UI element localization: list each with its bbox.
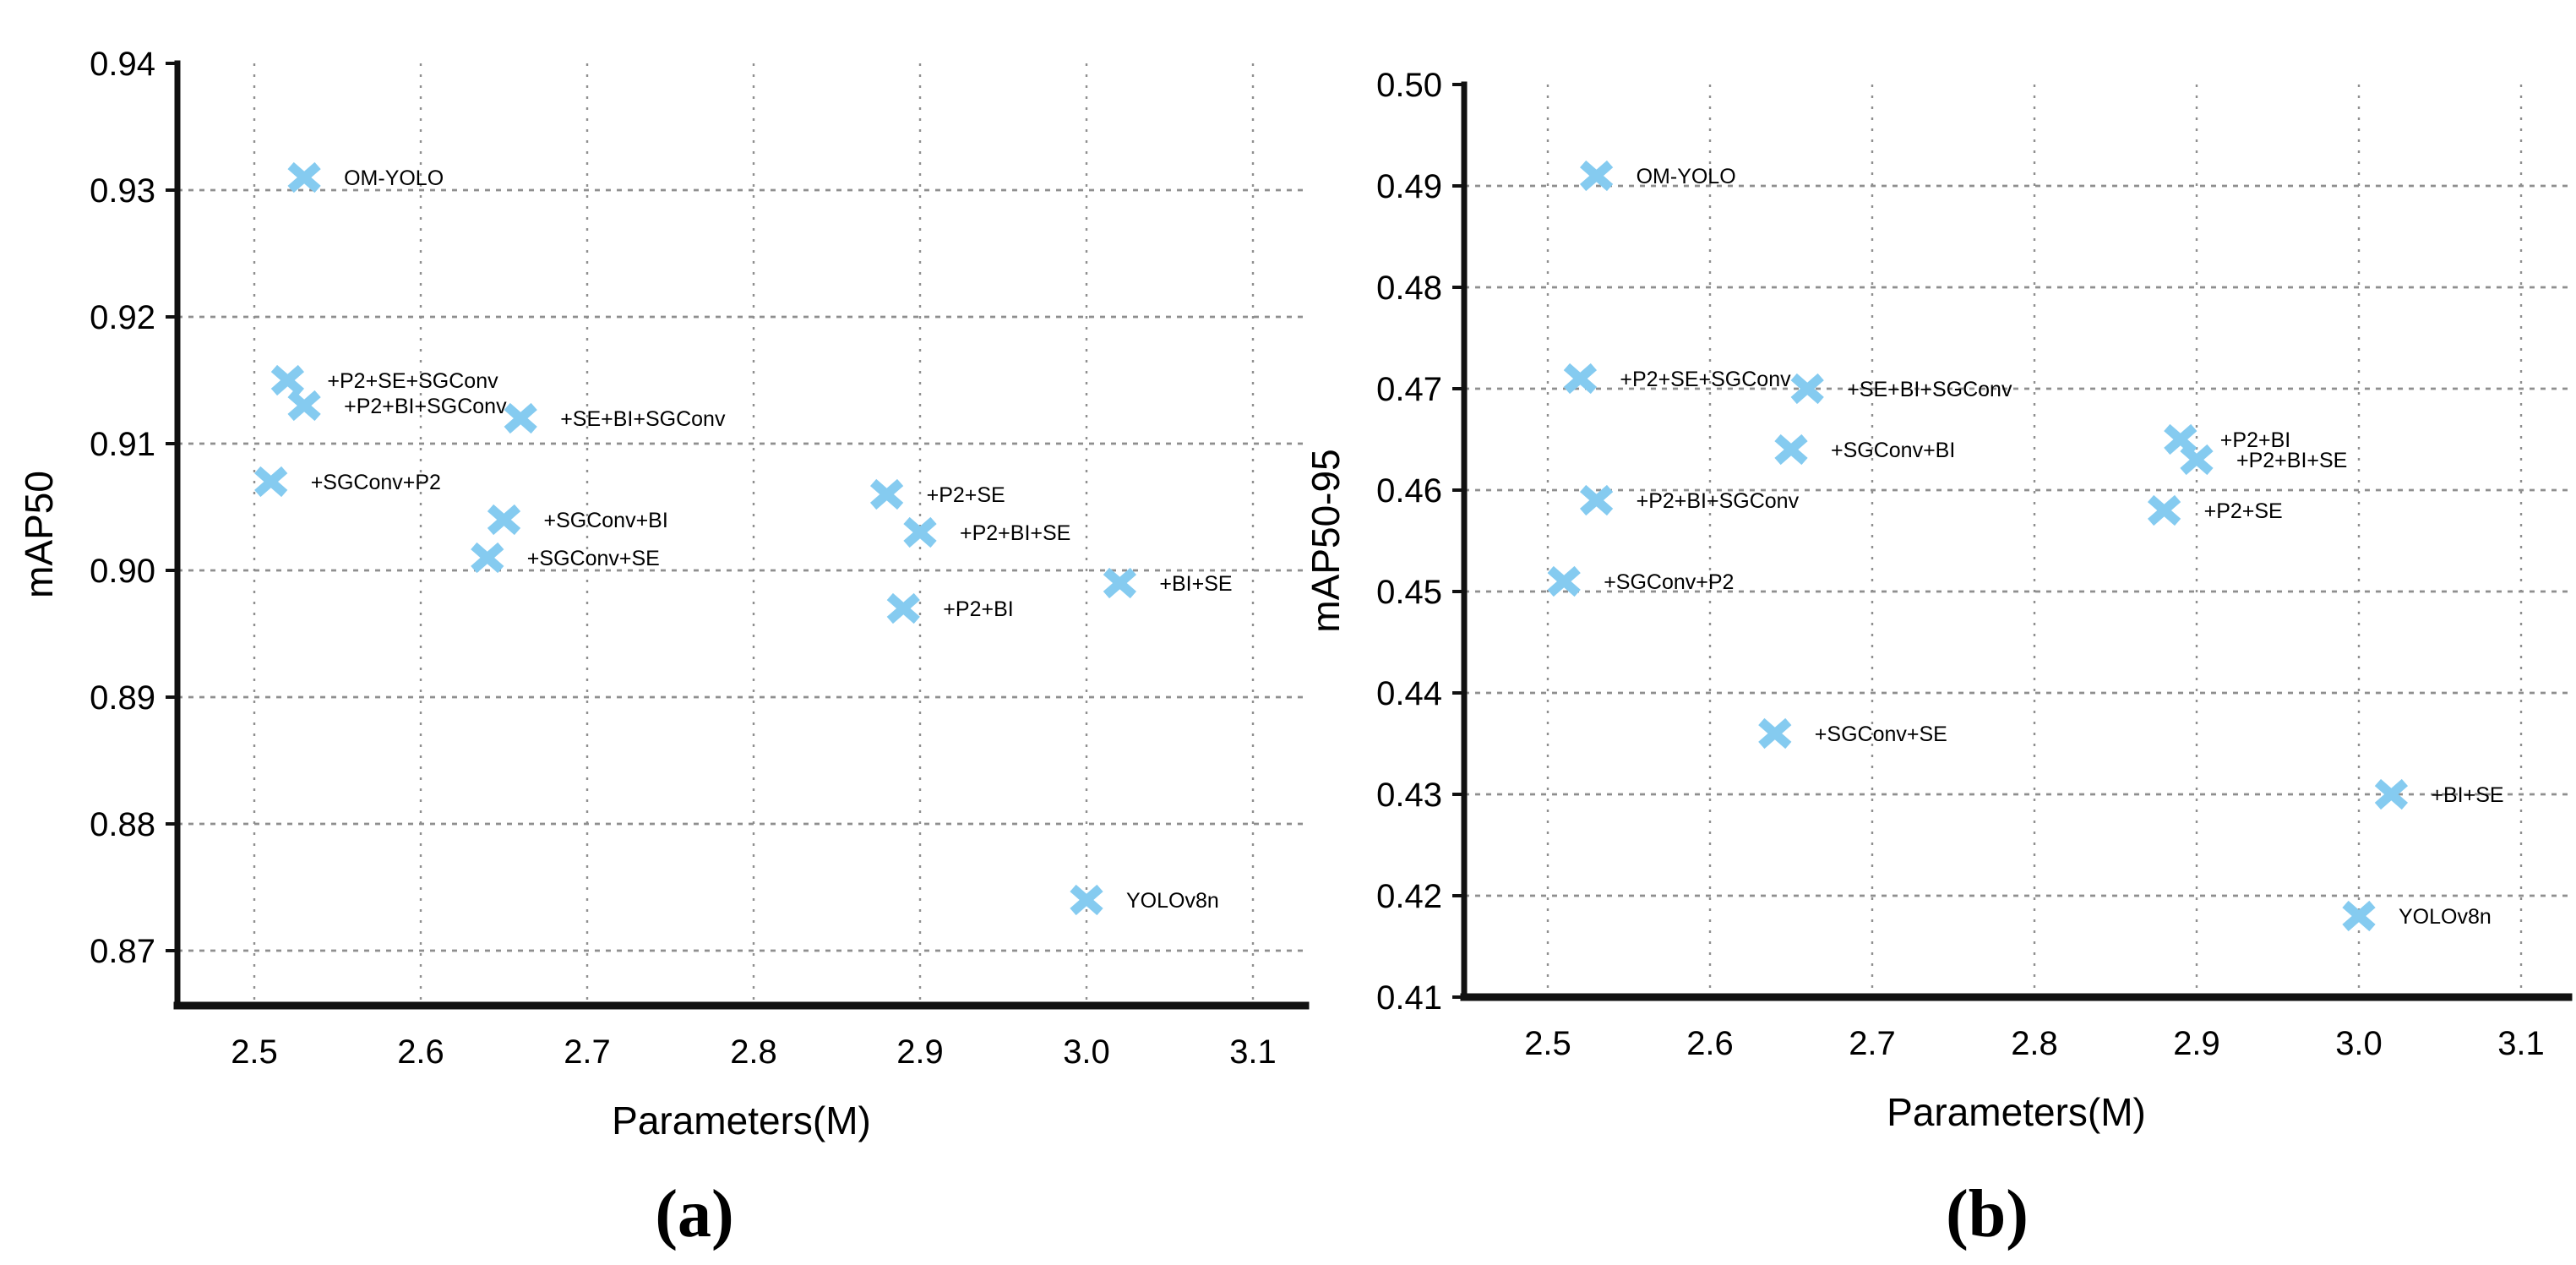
scatter-point-marker: [487, 504, 521, 536]
scatter-point-marker: [1758, 717, 1792, 750]
scatter-point-marker: [1790, 373, 1824, 405]
scatter-point-marker: [287, 161, 321, 194]
scatter-point-marker: [903, 516, 937, 548]
x-tick-label: 3.1: [1229, 1033, 1277, 1071]
scatter-point-marker: [471, 542, 504, 574]
y-tick-label: 0.89: [90, 679, 155, 717]
y-tick-label: 0.93: [90, 172, 155, 210]
scatter-point-marker: [1774, 433, 1808, 466]
x-tick-label: 2.7: [564, 1033, 611, 1071]
x-tick-label: 2.9: [2173, 1025, 2220, 1062]
x-tick-label: 3.0: [1063, 1033, 1110, 1071]
scatter-point-label: +BI+SE: [1159, 572, 1232, 596]
scatter-point-marker: [869, 478, 904, 510]
scatter-point-label: +P2+BI+SE: [2236, 449, 2347, 472]
scatter-point-label: +P2+SE+SGConv: [327, 369, 498, 393]
scatter-point-label: YOLOv8n: [1126, 889, 1219, 913]
scatter-point-label: +P2+SE: [2204, 499, 2283, 523]
y-tick-label: 0.90: [90, 553, 155, 590]
scatter-point-marker: [1070, 884, 1103, 916]
scatter-point-label: YOLOv8n: [2399, 905, 2492, 929]
caption-b: (b): [1946, 1177, 2029, 1251]
scatter-point-marker: [886, 592, 920, 624]
y-tick-label: 0.48: [1376, 270, 1442, 307]
y-tick-label: 0.94: [90, 46, 155, 83]
y-tick-label: 0.87: [90, 933, 155, 970]
y-axis-title: mAP50-95: [1304, 449, 1348, 632]
scatter-point-label: +P2+BI+SGConv: [344, 395, 507, 418]
x-tick-label: 2.6: [397, 1033, 444, 1071]
scatter-point-label: +P2+BI: [943, 597, 1013, 621]
scatter-point-label: +P2+SE: [927, 483, 1005, 507]
y-tick-label: 0.88: [90, 806, 155, 843]
scatter-point-marker: [1579, 484, 1614, 516]
x-tick-label: 2.8: [730, 1033, 777, 1071]
scatter-point-marker: [254, 466, 288, 498]
scatter-point-label: +BI+SE: [2431, 783, 2503, 807]
y-tick-label: 0.91: [90, 426, 155, 463]
x-axis-title: Parameters(M): [612, 1099, 871, 1142]
x-tick-label: 2.5: [231, 1033, 278, 1071]
y-tick-label: 0.41: [1376, 979, 1442, 1017]
scatter-point-label: +P2+BI: [2220, 428, 2290, 452]
scatter-point-marker: [2147, 494, 2181, 526]
y-tick-label: 0.50: [1376, 67, 1442, 104]
x-tick-label: 2.5: [1524, 1025, 1571, 1062]
x-tick-label: 2.6: [1686, 1025, 1734, 1062]
y-tick-label: 0.45: [1376, 574, 1442, 611]
scatter-point-label: +SGConv+SE: [527, 547, 660, 570]
y-tick-label: 0.44: [1376, 675, 1442, 712]
scatter-point-label: +SGConv+P2: [1604, 570, 1734, 594]
scatter-point-marker: [2342, 900, 2376, 932]
x-axis-title: Parameters(M): [1887, 1090, 2146, 1134]
panel-b: 0.41 0.42 0.43 0.44 0.45 0.46 0.47 0.48 0.49 0.50…: [1304, 67, 2573, 1134]
x-tick-label: 2.9: [896, 1033, 944, 1071]
scatter-point-marker: [1563, 363, 1598, 395]
scatter-point-marker: [270, 364, 305, 396]
y-tick-label: 0.43: [1376, 777, 1442, 814]
y-tick-label: 0.49: [1376, 168, 1442, 205]
scatter-point-label: +P2+BI+SGConv: [1637, 489, 1800, 513]
scatter-point-label: +SGConv+BI: [1831, 439, 1955, 462]
y-tick-label: 0.47: [1376, 371, 1442, 408]
y-tick-label: 0.42: [1376, 878, 1442, 915]
panel-a: 0.87 0.88 0.89 0.90 0.91 0.92 0.93 0.94 2.5 2.6 2.…: [17, 46, 1310, 1142]
x-tick-label: 3.1: [2497, 1025, 2545, 1062]
x-tick-label: 2.8: [2011, 1025, 2058, 1062]
scatter-point-label: +SE+BI+SGConv: [560, 407, 726, 431]
scatter-point-label: +SGConv+SE: [1815, 722, 1947, 746]
x-tick-label: 2.7: [1849, 1025, 1896, 1062]
scatter-point-label: OM-YOLO: [344, 166, 444, 190]
y-axis-title: mAP50: [17, 471, 61, 598]
scatter-point-label: +P2+SE+SGConv: [1620, 368, 1791, 391]
scatter-point-label: +P2+BI+SE: [960, 521, 1070, 545]
caption-a: (a): [655, 1177, 734, 1251]
scatter-point-marker: [2180, 444, 2214, 476]
scatter-point-label: +SGConv+BI: [544, 509, 668, 532]
scatter-point-marker: [287, 390, 321, 422]
scatter-point-marker: [1103, 567, 1137, 599]
scatter-point-label: OM-YOLO: [1637, 165, 1736, 188]
scatter-point-marker: [504, 402, 537, 434]
scatter-point-label: +SE+BI+SGConv: [1847, 378, 2012, 401]
x-tick-label: 3.0: [2335, 1025, 2383, 1062]
y-tick-label: 0.92: [90, 299, 155, 336]
scatter-point-marker: [2374, 778, 2409, 810]
y-tick-label: 0.46: [1376, 472, 1442, 510]
scatter-point-marker: [1547, 565, 1581, 597]
scatter-point-label: +SGConv+P2: [311, 471, 441, 494]
scatter-point-marker: [1579, 160, 1614, 192]
